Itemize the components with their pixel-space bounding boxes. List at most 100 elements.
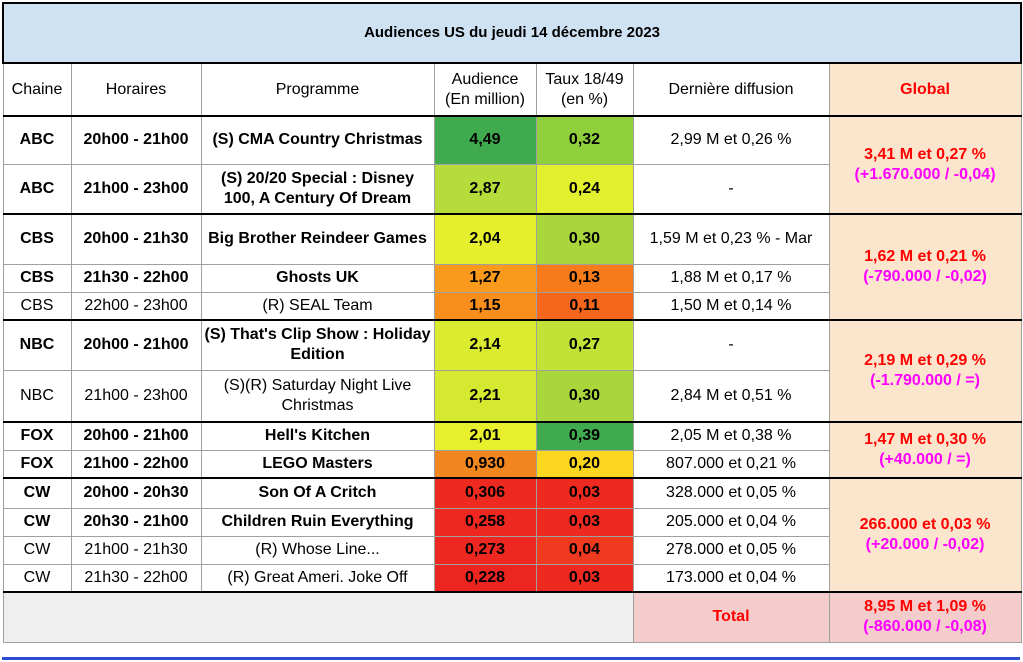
cell-audience: 0,273 [433,535,537,565]
cell-chaine: CW [2,563,72,593]
cell-programme: Son Of A Critch [200,477,435,509]
header-chaine: Chaine [2,62,72,117]
table-row: CBS 22h00 - 23h00 (R) SEAL Team 1,15 0,11 1,5… [2,291,1021,321]
cell-derniere-diffusion: 2,84 M et 0,51 % [632,369,830,423]
global-nbc-line1: 2,19 M et 0,29 % [864,352,986,369]
cell-programme: Big Brother Reindeer Games [200,213,435,265]
cell-taux: 0,03 [535,507,634,537]
cell-chaine: CBS [2,263,72,293]
cell-taux: 0,39 [535,421,634,451]
cell-chaine: CW [2,535,72,565]
global-cbs-line2: (-790.000 / -0,02) [863,268,987,285]
cell-chaine: FOX [2,449,72,479]
total-line2: (-860.000 / -0,08) [863,618,987,636]
global-cw-line1: 266.000 et 0,03 % [859,516,991,533]
header-horaires: Horaires [70,62,202,117]
cell-programme: Ghosts UK [200,263,435,293]
table-row: NBC 21h00 - 23h00 (S)(R) Saturday Night Li… [2,369,1021,423]
cell-horaires: 20h00 - 20h30 [70,477,202,509]
header-audience: Audience (En million) [433,62,537,117]
footer-empty-cell [2,591,634,643]
cell-derniere-diffusion: 1,50 M et 0,14 % [632,291,830,321]
header-row: Chaine Horaires Programme Audience (En m… [2,62,1022,117]
cell-taux: 0,27 [535,319,634,371]
cell-horaires: 20h00 - 21h00 [70,421,202,451]
cell-taux: 0,30 [535,369,634,423]
cell-audience: 0,258 [433,507,537,537]
cell-audience: 2,01 [433,421,537,451]
cell-derniere-diffusion: 1,59 M et 0,23 % - Mar [632,213,830,265]
table-row: ABC 21h00 - 23h00 (S) 20/20 Special : Disn… [2,163,1021,215]
cell-chaine: CBS [2,291,72,321]
table-row: CW 20h00 - 20h30 Son Of A Critch 0,306 0,03 3… [2,477,1022,593]
cell-horaires: 21h30 - 22h00 [70,263,202,293]
cell-horaires: 21h00 - 21h30 [70,535,202,565]
global-fox-line1: 1,47 M et 0,30 % [864,431,986,448]
cell-chaine: CW [2,477,72,509]
global-abc-line2: (+1.670.000 / -0,04) [854,166,996,183]
table-row: CBS 20h00 - 21h30 Big Brother Reindeer Gam… [2,213,1022,321]
cell-programme: (R) SEAL Team [200,291,435,321]
cell-derniere-diffusion: 328.000 et 0,05 % [632,477,830,509]
header-taux: Taux 18/49 (en %) [535,62,634,117]
table-row: CW 20h30 - 21h00 Children Ruin Everything 0… [2,507,1021,537]
cell-audience: 1,15 [433,291,537,321]
cell-audience: 4,49 [433,115,537,165]
cell-programme: (S) 20/20 Special : Disney 100, A Centur… [200,163,435,215]
table-row: CBS 21h30 - 22h00 Ghosts UK 1,27 0,13 1,88 M … [2,263,1021,293]
cell-audience: 0,930 [433,449,537,479]
cell-horaires: 20h00 - 21h00 [70,319,202,371]
cell-derniere-diffusion: 1,88 M et 0,17 % [632,263,830,293]
total-value: 8,95 M et 1,09 % (-860.000 / -0,08) [828,591,1022,643]
global-cbs: 1,62 M et 0,21 % (-790.000 / -0,02) [828,213,1022,321]
cell-derniere-diffusion: 278.000 et 0,05 % [632,535,830,565]
cell-horaires: 22h00 - 23h00 [70,291,202,321]
total-label: Total [632,591,830,643]
global-nbc-line2: (-1.790.000 / =) [870,372,980,389]
cell-derniere-diffusion: - [632,319,830,371]
global-fox: 1,47 M et 0,30 % (+40.000 / =) [828,421,1022,479]
cell-chaine: CW [2,507,72,537]
cell-derniere-diffusion: 807.000 et 0,21 % [632,449,830,479]
cell-taux: 0,32 [535,115,634,165]
cell-programme: LEGO Masters [200,449,435,479]
cell-horaires: 20h00 - 21h30 [70,213,202,265]
table-body: ABC 20h00 - 21h00 (S) CMA Country Christma… [2,115,1022,593]
cell-taux: 0,03 [535,563,634,593]
cell-chaine: NBC [2,319,72,371]
cell-chaine: FOX [2,421,72,451]
audience-table: Audiences US du jeudi 14 décembre 2023 C… [1,2,1023,643]
cell-taux: 0,04 [535,535,634,565]
table-row: NBC 20h00 - 21h00 (S) That's Clip Show : H… [2,319,1022,423]
table-row: ABC 20h00 - 21h00 (S) CMA Country Christma… [2,115,1022,215]
cell-audience: 1,27 [433,263,537,293]
cell-programme: Children Ruin Everything [200,507,435,537]
cell-programme: (R) Great Ameri. Joke Off [200,563,435,593]
cell-taux: 0,30 [535,213,634,265]
header-global: Global [828,62,1022,117]
global-abc-line1: 3,41 M et 0,27 % [864,146,986,163]
cell-audience: 2,21 [433,369,537,423]
cell-audience: 2,04 [433,213,537,265]
cell-chaine: ABC [2,163,72,215]
global-fox-line2: (+40.000 / =) [879,451,971,468]
cell-programme: (S) CMA Country Christmas [200,115,435,165]
cell-audience: 0,306 [433,477,537,509]
cell-programme: (R) Whose Line... [200,535,435,565]
global-cw: 266.000 et 0,03 % (+20.000 / -0,02) [828,477,1022,593]
cell-programme: Hell's Kitchen [200,421,435,451]
table-row: CW 21h00 - 21h30 (R) Whose Line... 0,273 0,0… [2,535,1021,565]
report-title: Audiences US du jeudi 14 décembre 2023 [1,2,1023,64]
header-derniere: Dernière diffusion [632,62,830,117]
cell-derniere-diffusion: 2,99 M et 0,26 % [632,115,830,165]
total-line1: 8,95 M et 1,09 % [864,598,986,616]
cell-audience: 2,14 [433,319,537,371]
cell-horaires: 21h00 - 23h00 [70,163,202,215]
cell-derniere-diffusion: 205.000 et 0,04 % [632,507,830,537]
cell-programme: (S) That's Clip Show : Holiday Edition [200,319,435,371]
cell-derniere-diffusion: 173.000 et 0,04 % [632,563,830,593]
cell-audience: 0,228 [433,563,537,593]
cell-audience: 2,87 [433,163,537,215]
global-cw-line2: (+20.000 / -0,02) [865,536,985,553]
cell-horaires: 21h30 - 22h00 [70,563,202,593]
